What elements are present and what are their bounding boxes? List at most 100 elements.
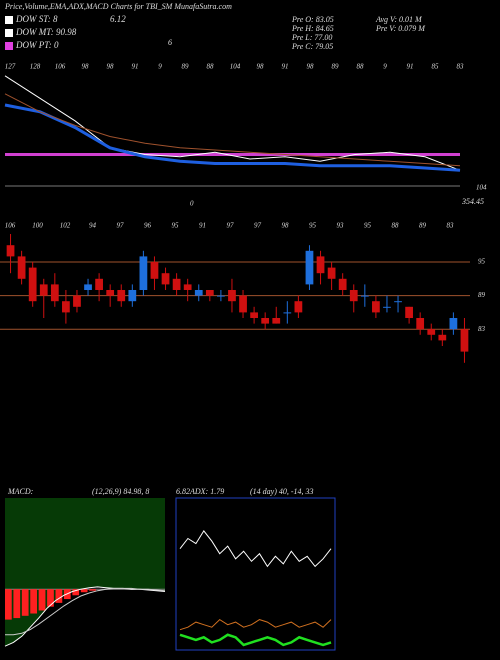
histogram-bar — [55, 589, 63, 603]
price-label: 95 — [364, 222, 372, 230]
price-label: 98 — [307, 63, 315, 71]
candle-body — [6, 245, 15, 257]
candle-body — [50, 284, 59, 302]
candle-body — [28, 267, 37, 302]
histogram-bar — [38, 589, 46, 611]
price-label: 106 — [55, 63, 66, 71]
candle-body — [449, 318, 458, 330]
candle-body — [372, 301, 380, 313]
dow-text: DOW ST: 8 — [15, 14, 58, 24]
histogram-bar — [13, 589, 21, 619]
candle-body — [239, 295, 247, 313]
candle-body — [272, 318, 281, 324]
candle-body — [183, 284, 192, 290]
candle-body — [338, 278, 347, 290]
annotation: 354.45 — [461, 197, 484, 206]
price-label: 95 — [172, 222, 180, 230]
panel-params: (14 day) 40, -14, 33 — [250, 487, 314, 496]
candle-body — [17, 256, 26, 279]
histogram-bar — [72, 589, 80, 596]
series-line — [179, 633, 332, 647]
price-label: 106 — [5, 222, 16, 230]
y-tick-label: 83 — [478, 325, 486, 333]
candle-body — [150, 262, 159, 279]
price-label: 89 — [182, 63, 190, 71]
histogram-bar — [80, 589, 88, 593]
price-label: 128 — [30, 63, 41, 71]
candle-body — [261, 318, 270, 324]
price-label: 83 — [447, 222, 455, 230]
price-label: 89 — [419, 222, 427, 230]
candle-body — [427, 329, 436, 335]
price-label: 91 — [282, 63, 289, 71]
price-label: 88 — [357, 63, 365, 71]
series-line — [4, 103, 461, 172]
candle-body — [117, 290, 126, 302]
price-label: 93 — [337, 222, 345, 230]
candle-body — [405, 306, 413, 318]
histogram-bar — [30, 589, 37, 614]
candle-body — [250, 312, 258, 318]
price-label: 97 — [254, 222, 262, 230]
dow-extra: 6.12 — [110, 14, 126, 24]
series-line — [5, 587, 166, 636]
panel-title: MACD: — [7, 487, 34, 496]
price-label: 95 — [309, 222, 317, 230]
price-label: 9 — [158, 63, 162, 71]
price-label: 100 — [32, 222, 43, 230]
panel-title: ADX: 1.79 — [189, 487, 224, 496]
price-label: 85 — [432, 63, 440, 71]
candle-body — [360, 295, 369, 297]
title: Price,Volume,EMA,ADX,MACD Charts for TBI… — [4, 2, 232, 11]
candle-body — [139, 256, 148, 290]
candle-body — [161, 273, 170, 285]
annotation: 0 — [190, 200, 194, 208]
price-label: 127 — [5, 63, 16, 71]
candle-body — [62, 301, 70, 313]
dow-swatch — [5, 29, 13, 37]
volume-text: Avg V: 0.01 M — [375, 15, 423, 24]
pre-text: Pre L: 77.00 — [291, 33, 332, 42]
price-label: 83 — [457, 63, 465, 71]
panel-value: 6.82 — [176, 487, 190, 496]
dow-swatch — [5, 16, 13, 24]
y-tick-label: 95 — [478, 258, 486, 266]
price-label: 102 — [60, 222, 71, 230]
pre-text: Pre H: 84.65 — [291, 24, 334, 33]
panel — [175, 497, 336, 651]
price-label: 98 — [82, 63, 90, 71]
price-label: 97 — [227, 222, 235, 230]
histogram-bar — [89, 589, 96, 591]
pre-text: Pre C: 79.05 — [291, 42, 333, 51]
price-label: 98 — [107, 63, 115, 71]
candle-body — [383, 306, 391, 308]
annotation: 104 — [476, 184, 487, 192]
price-label: 89 — [332, 63, 340, 71]
candle-body — [95, 278, 103, 290]
y-tick-label: 89 — [478, 291, 486, 299]
candle-body — [438, 334, 447, 341]
price-label: 91 — [407, 63, 414, 71]
price-label: 96 — [144, 222, 152, 230]
candle-body — [416, 318, 425, 330]
candle-body — [305, 250, 314, 285]
candle-body — [172, 278, 181, 290]
price-label: 98 — [282, 222, 290, 230]
dow-swatch — [5, 42, 13, 50]
price-label: 94 — [89, 222, 97, 230]
candle-body — [349, 290, 358, 302]
panel-params: (12,26,9) 84.98, 8 — [92, 487, 149, 496]
series-line — [4, 93, 461, 167]
price-label: 88 — [207, 63, 215, 71]
candle-body — [84, 284, 92, 290]
series-line — [179, 618, 332, 631]
histogram-bar — [21, 589, 29, 616]
candle-body — [294, 301, 303, 313]
dow-extra: 6 — [168, 38, 172, 47]
pre-text: Pre O: 83.05 — [291, 15, 334, 24]
price-label: 91 — [199, 222, 206, 230]
candle-body — [394, 301, 402, 303]
histogram-bar — [5, 589, 12, 620]
candle-body — [194, 290, 203, 296]
candle-body — [73, 295, 81, 307]
